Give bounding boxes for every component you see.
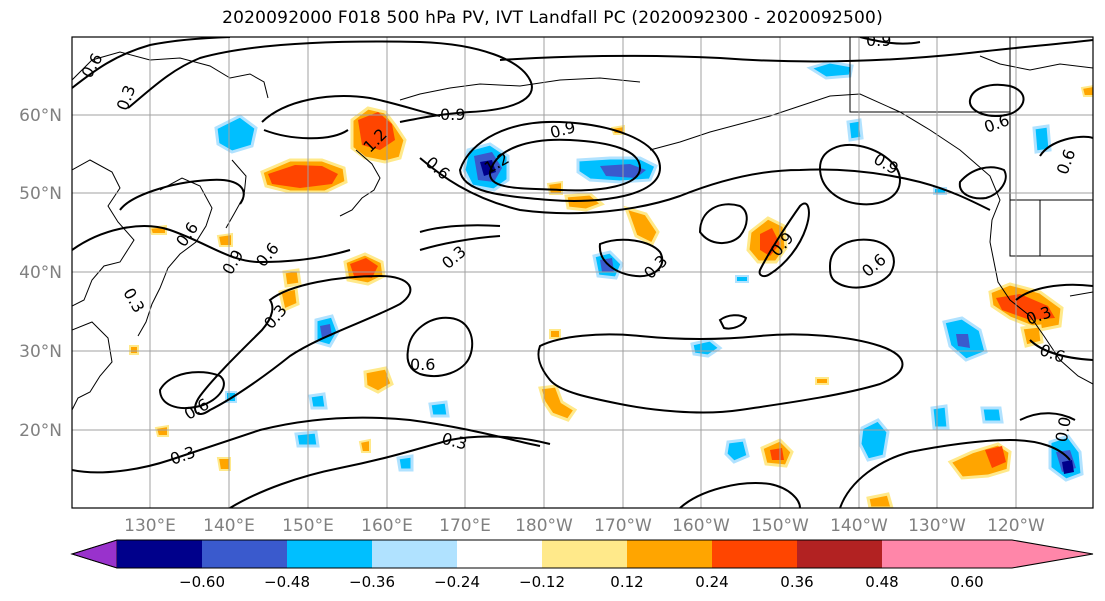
colorbar-bin	[202, 540, 287, 568]
colorbar-tick: 0.48	[865, 573, 898, 591]
lon-label: 150°W	[751, 516, 809, 536]
lon-labels: 130°E 140°E 150°E 160°E 170°E 180°W 170°…	[124, 516, 1045, 536]
lon-label: 150°E	[282, 516, 334, 536]
graticule	[72, 37, 1093, 508]
lat-labels: 60°N 50°N 40°N 30°N 20°N	[19, 106, 62, 441]
colorbar-tick: 0.12	[610, 573, 643, 591]
colorbar-bin	[457, 540, 542, 568]
colorbar-tick: −0.12	[519, 573, 565, 591]
colorbar-bin	[627, 540, 712, 568]
colorbar-bin	[712, 540, 797, 568]
colorbar-bin	[797, 540, 882, 568]
lon-label: 180°W	[515, 516, 573, 536]
lat-label: 40°N	[19, 263, 62, 283]
contour-label: 0.0	[1052, 415, 1075, 443]
colorbar-tick: 0.36	[780, 573, 813, 591]
colorbar-outline	[70, 539, 1094, 569]
lon-label: 130°W	[908, 516, 966, 536]
colorbar-tick: 0.60	[950, 573, 983, 591]
colorbar-tick: −0.48	[264, 573, 310, 591]
colorbar-bin	[542, 540, 627, 568]
colorbar-bin	[117, 540, 202, 568]
lat-label: 60°N	[19, 106, 62, 126]
colorbar-tick: −0.36	[349, 573, 395, 591]
lat-label: 50°N	[19, 184, 62, 204]
lon-label: 120°W	[987, 516, 1045, 536]
lon-label: 160°E	[361, 516, 413, 536]
lon-label: 130°E	[124, 516, 176, 536]
lon-label: 140°E	[203, 516, 255, 536]
lon-label: 170°E	[439, 516, 491, 536]
colorbar-ticks: −0.60 −0.48 −0.36 −0.24 −0.12 0.12 0.24 …	[179, 573, 984, 591]
map-border	[71, 36, 1094, 509]
lon-label: 170°W	[594, 516, 652, 536]
lat-label: 30°N	[19, 342, 62, 362]
colorbar-bin	[882, 540, 967, 568]
pc-shading	[129, 60, 1093, 508]
colorbar-max-extend	[967, 540, 1093, 568]
contour-label: 0.9	[440, 105, 465, 124]
colorbar-tick: 0.24	[695, 573, 728, 591]
lon-label: 160°W	[672, 516, 730, 536]
colorbar-bin	[287, 540, 372, 568]
colorbar-tick: −0.60	[179, 573, 225, 591]
colorbar-tick: −0.24	[434, 573, 480, 591]
contour-label: 0.6	[410, 355, 435, 374]
lon-label: 140°W	[830, 516, 888, 536]
pv-contours	[72, 37, 1093, 508]
coastlines	[72, 37, 1093, 411]
contour-label: 0.9	[866, 31, 891, 50]
colorbar	[70, 539, 1094, 569]
lat-label: 20°N	[19, 421, 62, 441]
map-title: 2020092000 F018 500 hPa PV, IVT Landfall…	[222, 8, 883, 28]
colorbar-min-extend	[70, 539, 118, 569]
colorbar-bin	[372, 540, 457, 568]
